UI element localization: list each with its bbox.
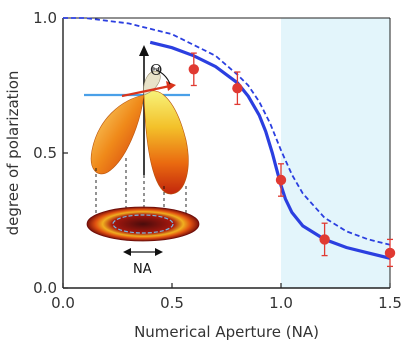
- x-tick-label: 1.0: [269, 294, 293, 312]
- inset-na-arrowhead-left: [123, 248, 131, 256]
- inset-polarization-arrowhead: [166, 81, 176, 91]
- data-point: [275, 174, 287, 186]
- inset-na-arrowhead-right: [155, 248, 163, 256]
- inset-lobe-left: [90, 94, 145, 175]
- data-points: [188, 52, 396, 268]
- inset-na-ring: [112, 214, 174, 234]
- y-tick-label: 0.0: [33, 279, 57, 297]
- x-axis-title: Numerical Aperture (NA): [134, 323, 319, 341]
- y-tick-label: 0.5: [33, 144, 57, 162]
- inset-far-field-disc: [86, 206, 200, 242]
- inset-polarization-arrow: [121, 84, 171, 98]
- data-point: [232, 83, 243, 94]
- data-point: [319, 234, 330, 245]
- inset-theta-arc: [155, 69, 171, 85]
- y-axis-title: degree of polarization: [4, 71, 22, 236]
- axes: [62, 17, 391, 289]
- shaded-region: [281, 18, 390, 288]
- tick-labels: 0.0 0.5 1.0 1.5 0.0 0.5 1.0: [33, 9, 401, 312]
- data-point: [384, 247, 396, 259]
- inset-lobe-right: [143, 90, 189, 195]
- data-point: [188, 64, 199, 75]
- x-tick-label: 0.0: [51, 294, 75, 312]
- inset-projection-lines: [95, 158, 187, 232]
- inset-na-label: NA: [133, 262, 152, 277]
- dashed-curve: [63, 17, 391, 246]
- x-tick-label: 0.5: [160, 294, 184, 312]
- inset-theta-label: Θ: [150, 61, 162, 79]
- y-tick-label: 1.0: [33, 9, 57, 27]
- inset-axis-arrowhead: [139, 45, 149, 56]
- x-tick-label: 1.5: [378, 294, 401, 312]
- radiation-pattern-inset: Θ NA: [84, 45, 200, 277]
